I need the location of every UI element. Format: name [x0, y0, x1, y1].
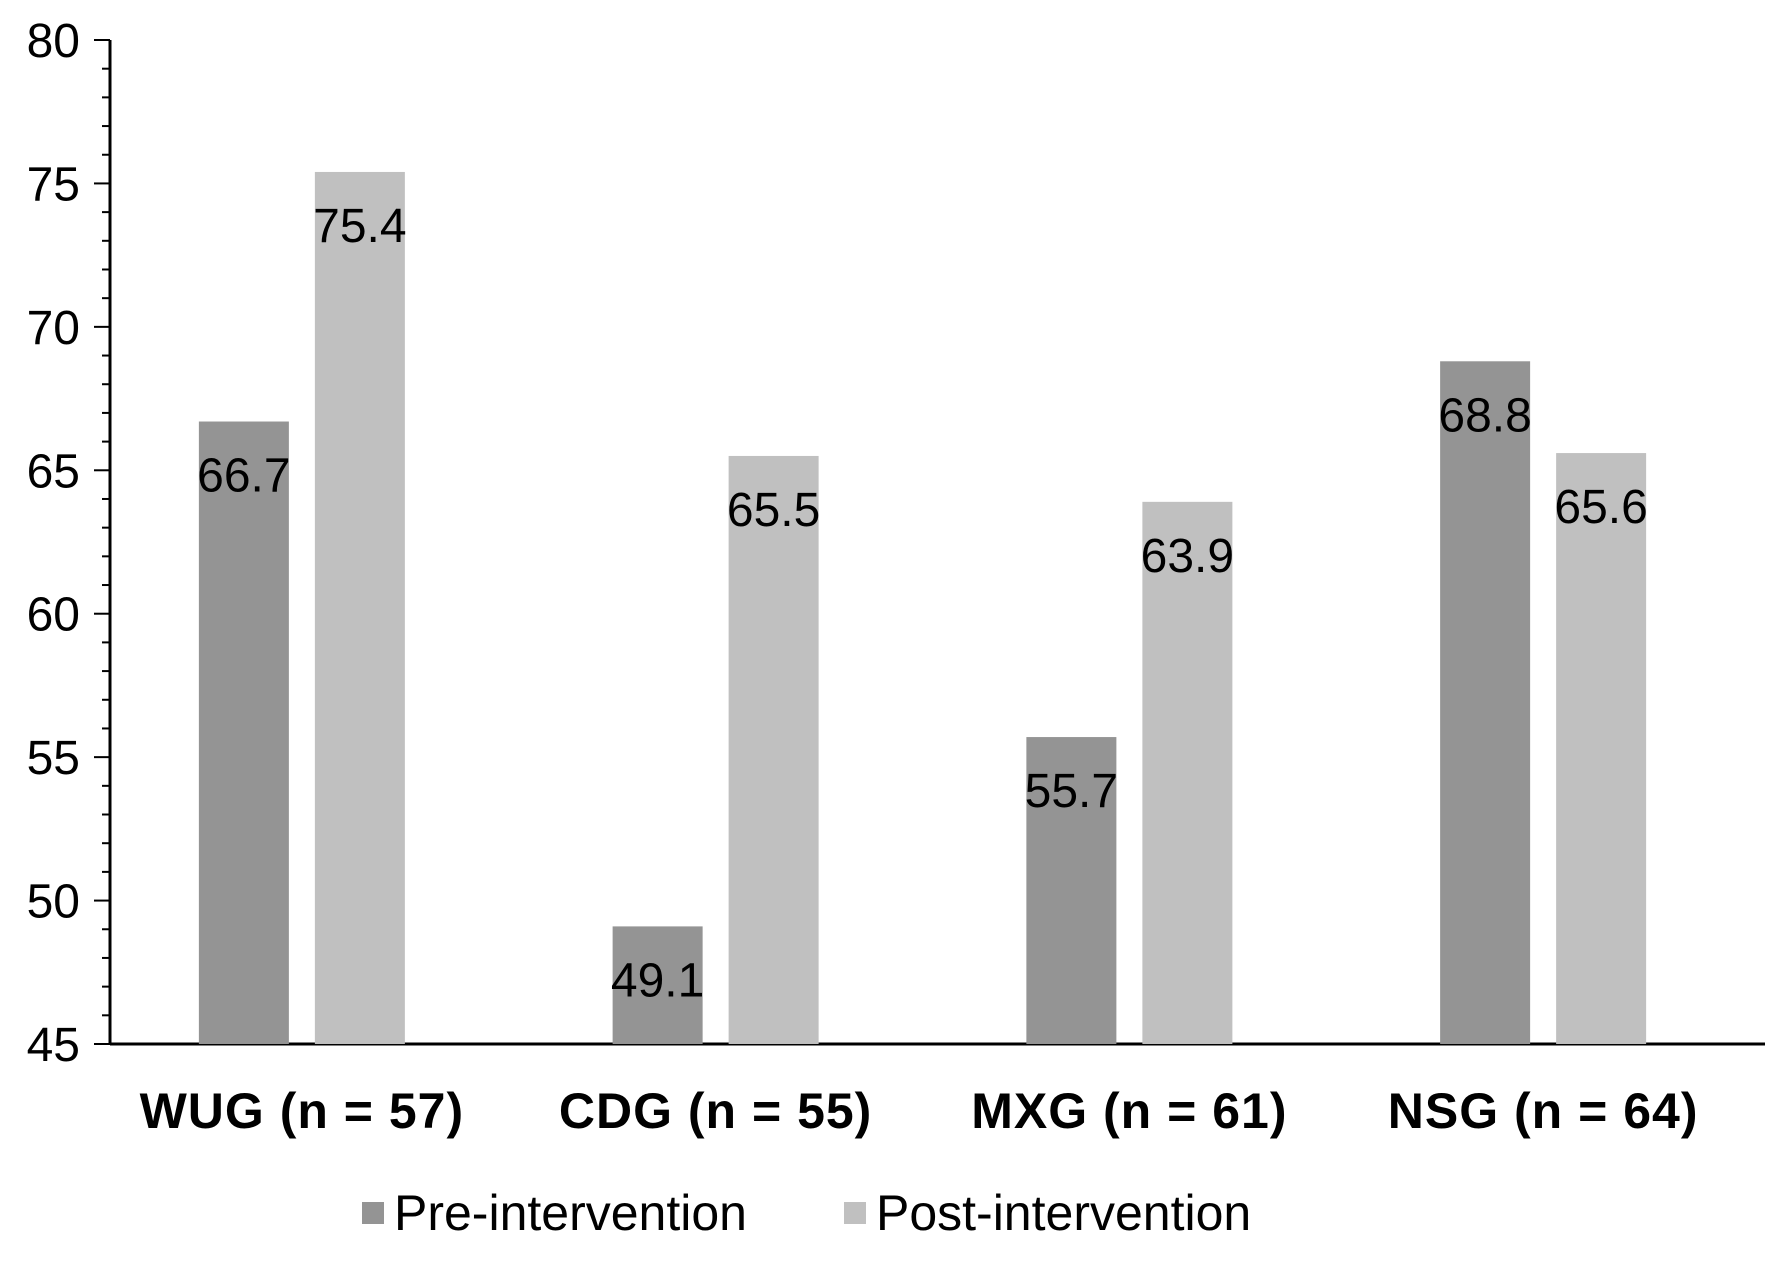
- x-category-label: WUG (n = 57): [140, 1083, 465, 1139]
- y-tick-label: 45: [27, 1019, 80, 1072]
- data-label: 55.7: [1025, 765, 1118, 818]
- data-label: 65.5: [727, 484, 820, 537]
- y-tick-label: 80: [27, 15, 80, 68]
- data-label: 63.9: [1141, 530, 1234, 583]
- y-tick-label: 55: [27, 732, 80, 785]
- data-label: 66.7: [197, 450, 290, 503]
- bar-post: [1142, 501, 1233, 1045]
- x-category-label: CDG (n = 55): [559, 1083, 872, 1139]
- bar-post: [728, 455, 819, 1044]
- bar-post: [314, 171, 405, 1044]
- axes: 45 50 55 60 65 70 75 80 WUG (n = 57) CDG (n = 55)…: [27, 15, 1765, 1139]
- data-label: 49.1: [611, 954, 704, 1007]
- x-category-label: MXG (n = 61): [971, 1083, 1287, 1139]
- data-label: 68.8: [1438, 389, 1531, 442]
- legend-swatch: [844, 1202, 866, 1224]
- bar-pre: [1026, 737, 1117, 1044]
- y-tick-label: 50: [27, 876, 80, 929]
- legend-label: Post-intervention: [876, 1185, 1251, 1241]
- x-category-label: NSG (n = 64): [1388, 1083, 1699, 1139]
- y-tick-label: 65: [27, 445, 80, 498]
- y-tick-label: 60: [27, 589, 80, 642]
- y-tick-label: 75: [27, 158, 80, 211]
- bar-pre: [612, 926, 703, 1044]
- data-labels: 66.7 75.4 49.1 65.5 55.7 63.9 68.8 65.6: [197, 200, 1648, 1007]
- legend-swatch: [362, 1202, 384, 1224]
- bar-post: [1556, 453, 1647, 1044]
- y-tick-label: 70: [27, 302, 80, 355]
- data-label: 75.4: [313, 200, 406, 253]
- legend-label: Pre-intervention: [394, 1185, 747, 1241]
- bar-pre: [198, 421, 289, 1044]
- data-label: 65.6: [1554, 481, 1647, 534]
- legend: Pre-intervention Post-intervention: [362, 1185, 1251, 1241]
- bars: [198, 171, 1647, 1045]
- bar-pre: [1440, 361, 1531, 1044]
